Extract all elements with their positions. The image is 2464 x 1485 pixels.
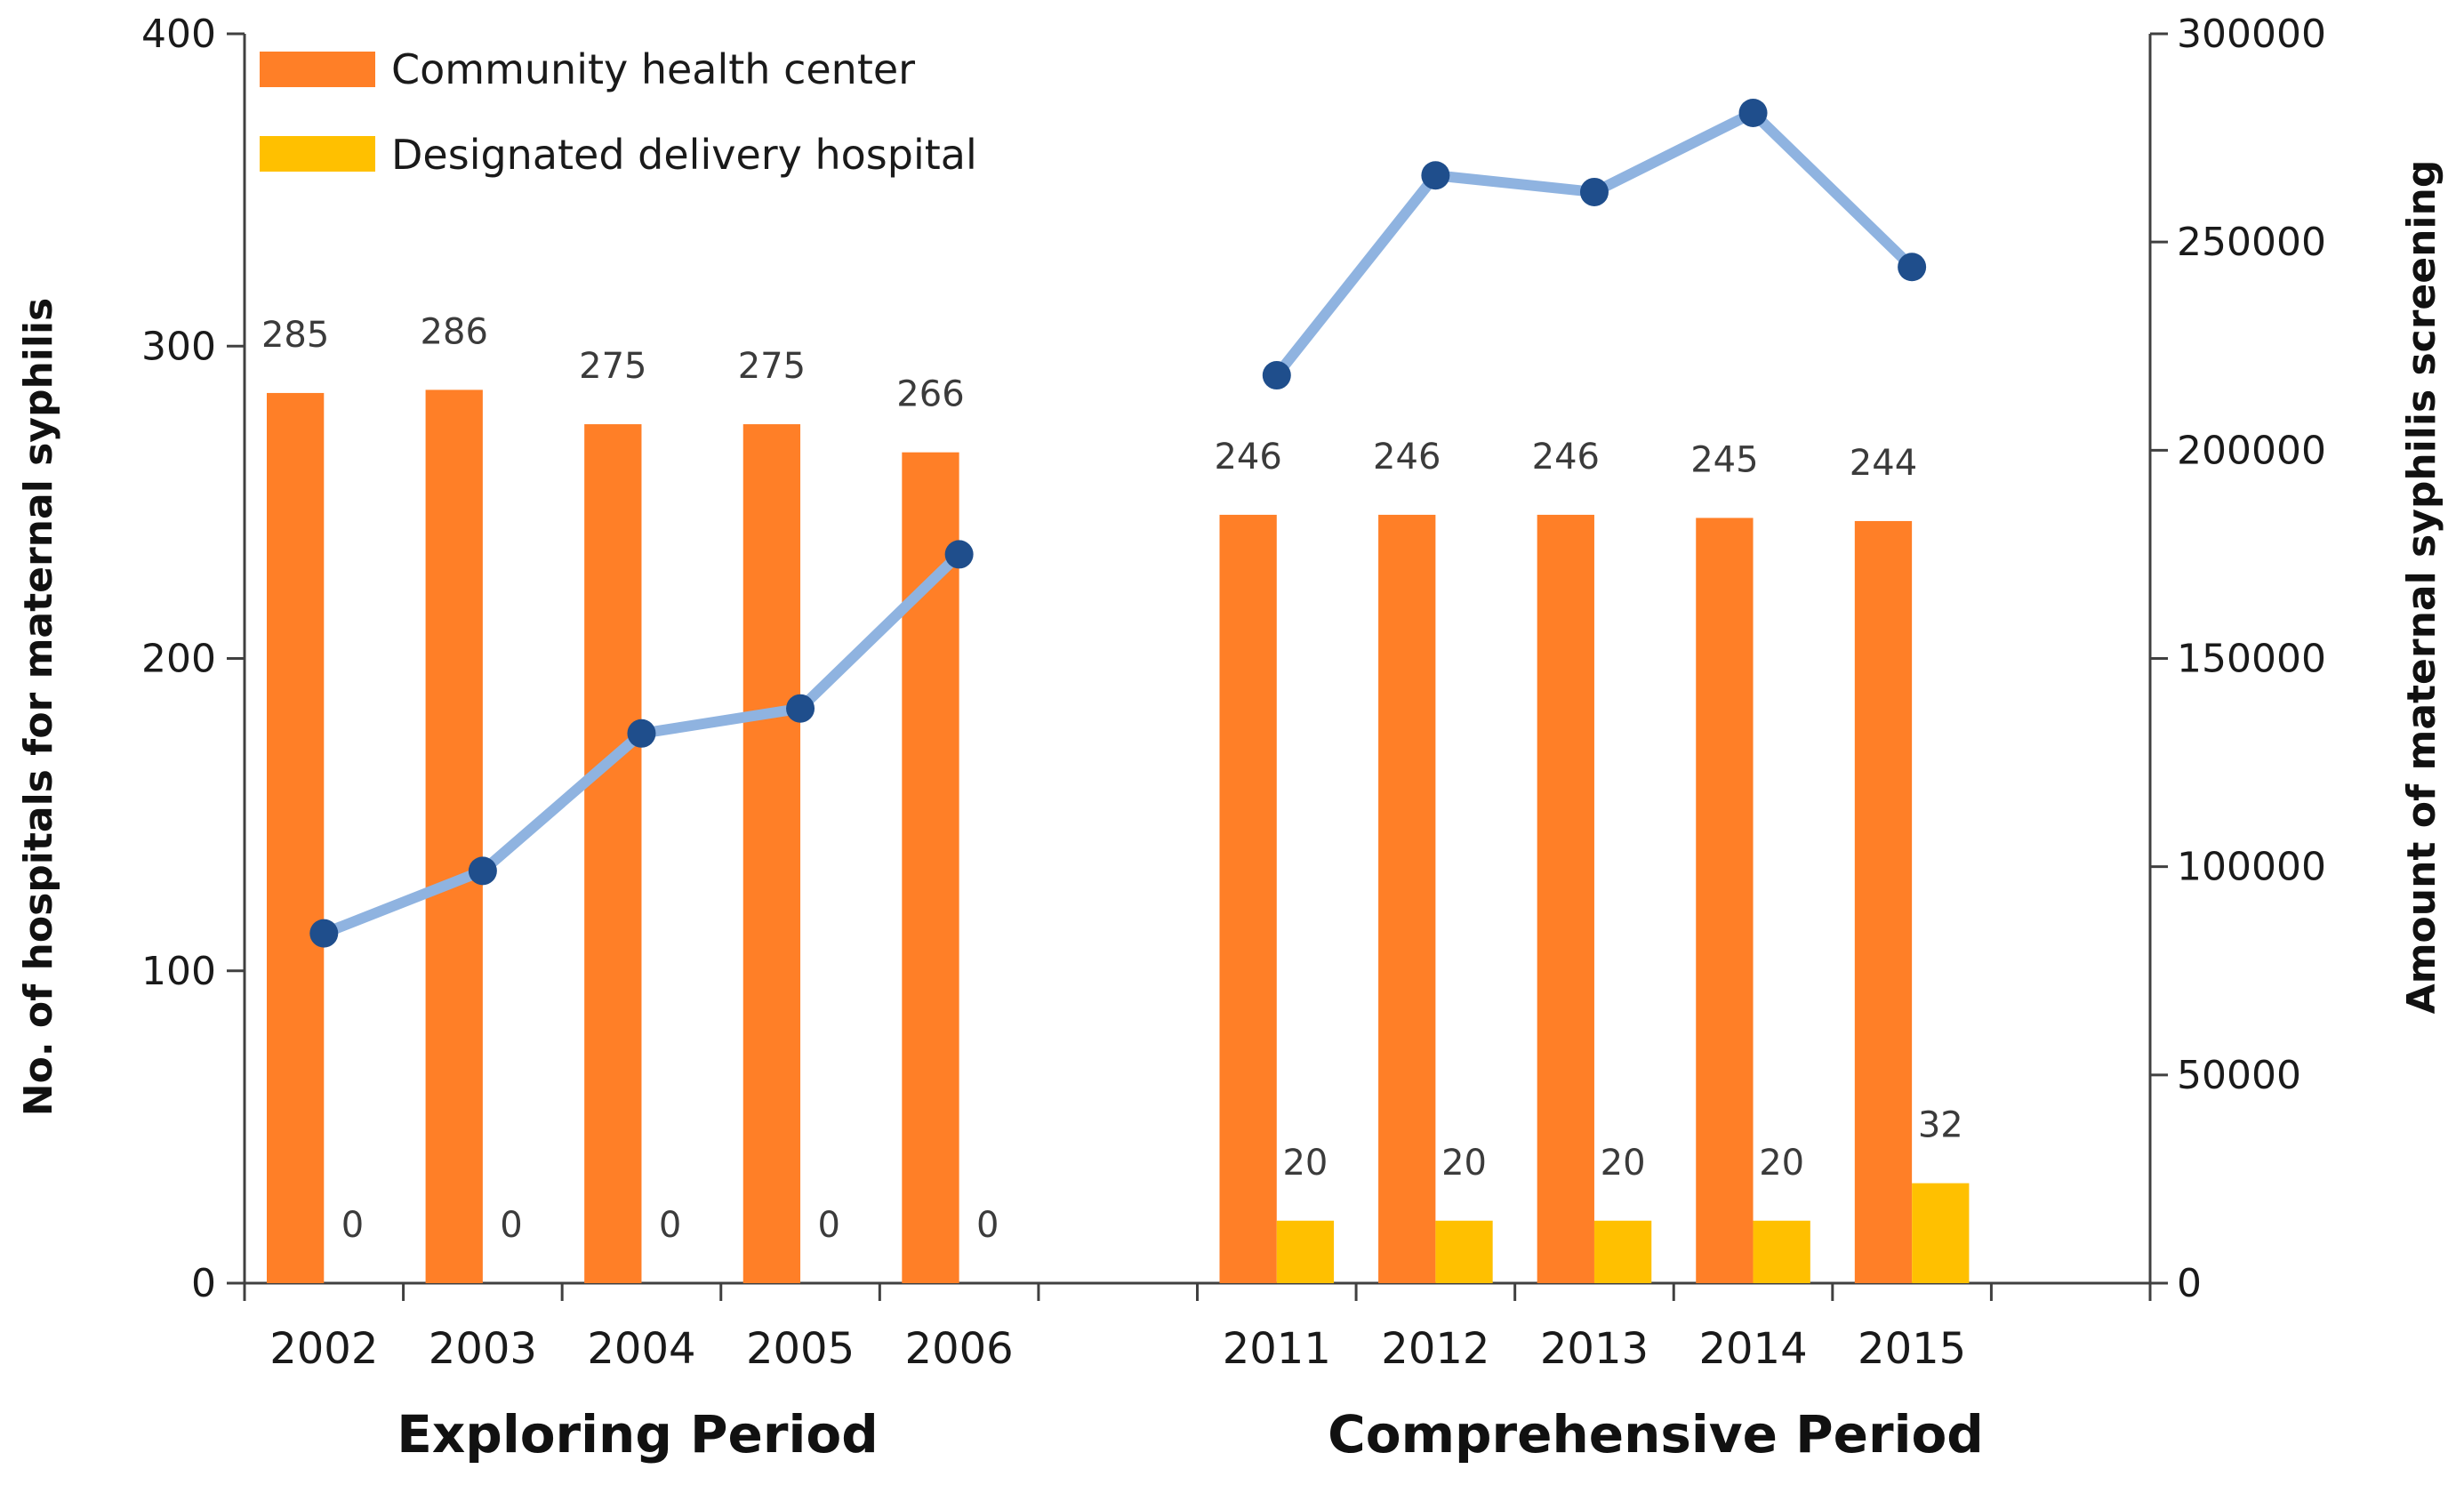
legend-label-community: Community health center [391, 45, 915, 93]
x-tick-label: 2002 [269, 1324, 378, 1374]
screening-point [627, 718, 656, 748]
legend-swatch-community [260, 52, 375, 87]
bar-community [902, 452, 959, 1283]
right-tick-label: 250000 [2177, 220, 2326, 265]
bar-designated [1912, 1183, 1970, 1283]
left-tick-label: 200 [141, 637, 216, 682]
data-label-community: 266 [896, 374, 964, 415]
left-axis-title: No. of hospitals for maternal syphilis [16, 298, 61, 1116]
data-label-community: 275 [579, 346, 646, 387]
data-label-community: 286 [421, 311, 488, 352]
screening-point [1262, 361, 1291, 390]
bar-community [1537, 514, 1594, 1283]
period-label-comprehensive: Comprehensive Period [1328, 1404, 1984, 1465]
right-tick-label: 200000 [2177, 428, 2326, 473]
data-label-community: 244 [1850, 443, 1917, 484]
left-tick-label: 300 [141, 324, 216, 369]
right-tick-label: 50000 [2177, 1053, 2301, 1098]
data-label-designated: 0 [659, 1205, 681, 1246]
bar-designated [1435, 1220, 1493, 1283]
bar-community [1378, 514, 1436, 1283]
data-label-community: 246 [1214, 437, 1281, 478]
left-tick-label: 0 [191, 1261, 216, 1306]
right-tick-label: 0 [2177, 1261, 2202, 1306]
left-tick-label: 400 [141, 12, 216, 57]
right-axis-title: Amount of maternal syphilis screening [2399, 160, 2444, 1015]
data-label-community: 275 [738, 346, 806, 387]
screening-point [944, 540, 974, 569]
right-tick-label: 100000 [2177, 845, 2326, 890]
line-layer [309, 98, 1927, 948]
axes: 0100200300400050000100000150000200000250… [141, 12, 2326, 1374]
x-tick-label: 2013 [1540, 1324, 1649, 1374]
data-labels: 285 0 286 0 275 0 275 0 266 0 246 20 246 20 246 20 245 20… [261, 311, 1963, 1246]
screening-point [1421, 161, 1450, 190]
x-tick-label: 2006 [905, 1324, 1014, 1374]
period-label-exploring: Exploring Period [397, 1404, 878, 1465]
bar-designated [1753, 1220, 1810, 1283]
screening-point [1579, 177, 1609, 206]
x-tick-label: 2005 [746, 1324, 855, 1374]
bars [267, 389, 1970, 1283]
x-tick-label: 2014 [1698, 1324, 1807, 1374]
screening-point [1738, 98, 1768, 127]
data-label-community: 246 [1373, 437, 1441, 478]
legend: Community health center Designated deliv… [260, 45, 977, 179]
data-label-designated: 32 [1918, 1105, 1963, 1146]
legend-swatch-designated [260, 136, 375, 172]
bar-community [267, 392, 325, 1283]
bar-community [425, 389, 483, 1283]
screening-point [309, 919, 339, 948]
bar-designated [1593, 1220, 1652, 1283]
bar-designated [1276, 1220, 1335, 1283]
data-label-designated: 0 [500, 1205, 522, 1246]
data-label-designated: 20 [1759, 1143, 1804, 1184]
data-label-community: 246 [1532, 437, 1600, 478]
screening-point [1898, 253, 1927, 282]
data-label-designated: 0 [976, 1205, 999, 1246]
legend-label-designated: Designated delivery hospital [391, 131, 977, 179]
left-tick-label: 100 [141, 949, 216, 994]
data-label-community: 285 [261, 315, 329, 356]
bar-community [1854, 520, 1913, 1283]
data-label-designated: 20 [1282, 1143, 1328, 1184]
right-tick-label: 300000 [2177, 12, 2326, 57]
right-tick-label: 150000 [2177, 637, 2326, 682]
data-label-designated: 20 [1441, 1143, 1487, 1184]
data-label-designated: 0 [341, 1205, 364, 1246]
x-tick-label: 2004 [587, 1324, 695, 1374]
x-tick-label: 2011 [1223, 1324, 1331, 1374]
x-tick-label: 2012 [1381, 1324, 1489, 1374]
screening-line-segment [1271, 107, 1918, 381]
bar-community [584, 424, 642, 1283]
data-label-community: 245 [1690, 439, 1758, 480]
bar-community [1696, 518, 1754, 1283]
bar-community [1219, 514, 1277, 1283]
x-tick-label: 2003 [429, 1324, 537, 1374]
x-tick-label: 2015 [1858, 1324, 1966, 1374]
screening-point [786, 694, 815, 723]
screening-point [468, 856, 497, 886]
data-label-designated: 0 [817, 1205, 839, 1246]
data-label-designated: 20 [1601, 1143, 1646, 1184]
bar-community [742, 424, 801, 1283]
